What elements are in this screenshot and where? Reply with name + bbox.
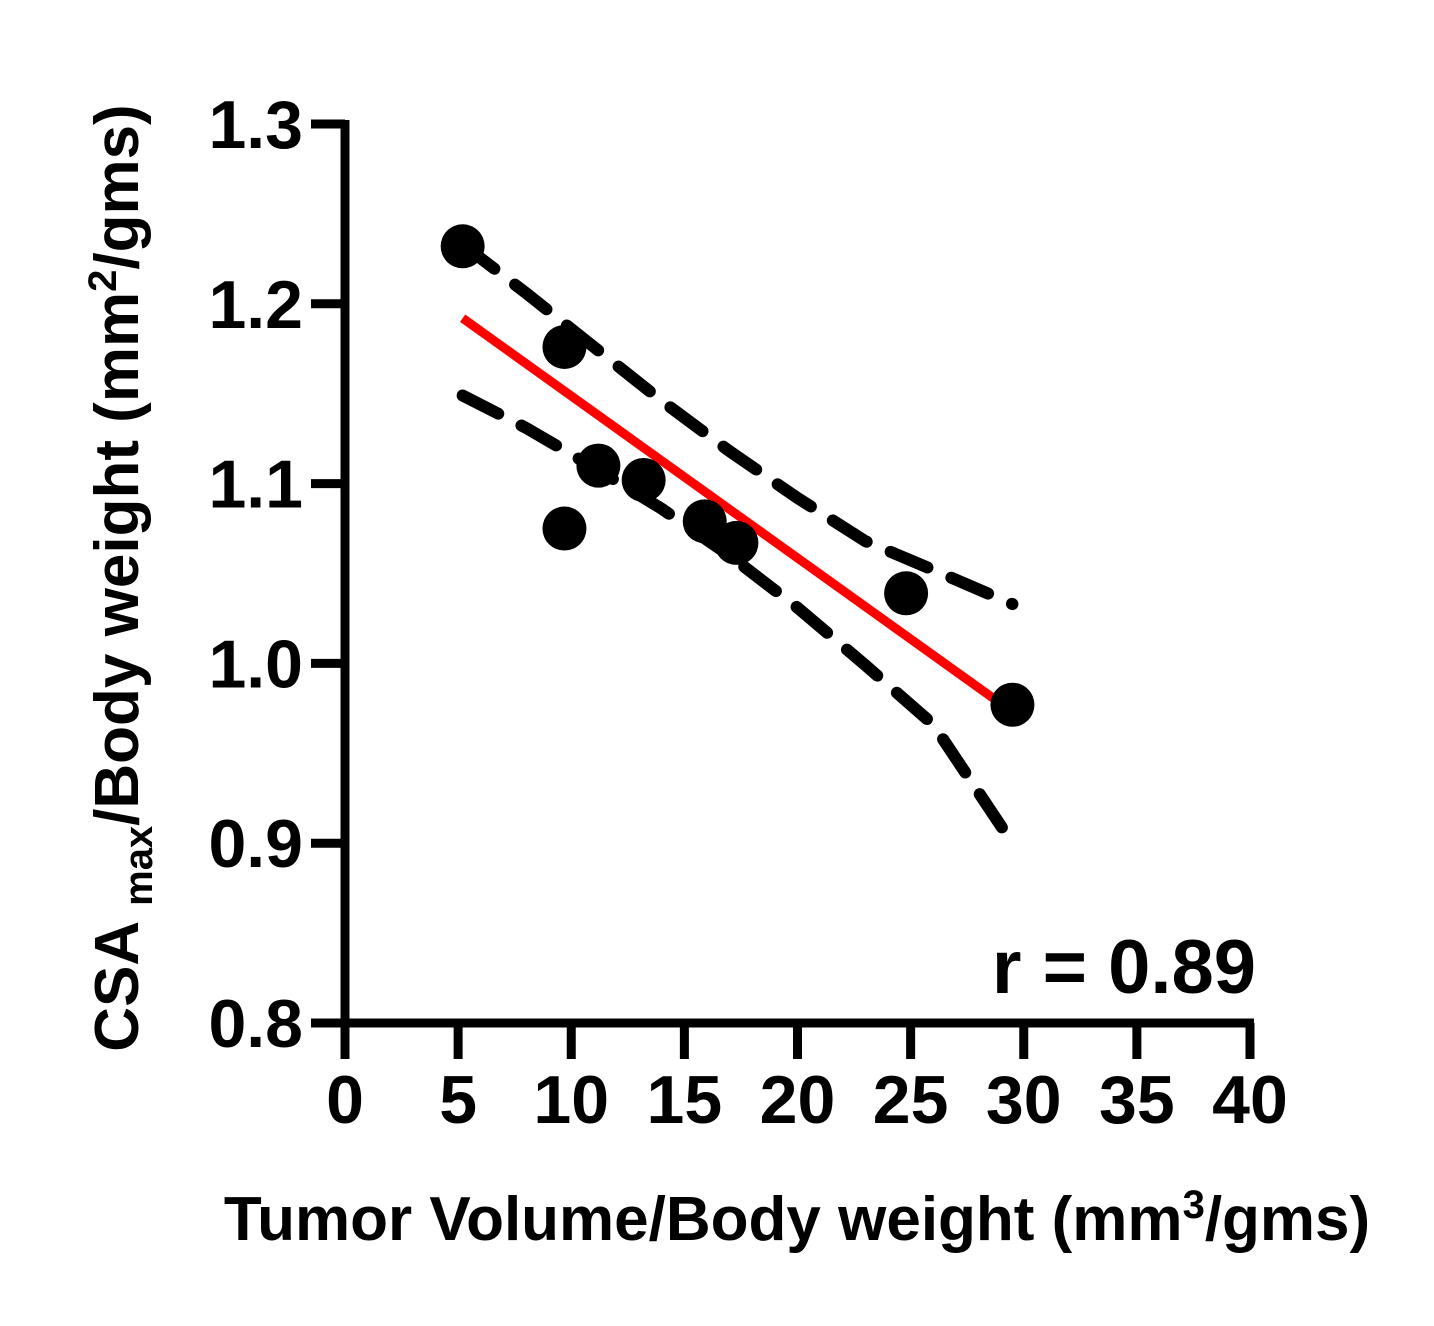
r-value-annotation: r = 0.89 (992, 925, 1256, 1010)
x-tick-label: 35 (1099, 1062, 1175, 1138)
confidence-band-line (456, 389, 1019, 850)
y-axis-label: CSA max/Body weight (mm2/gms) (81, 104, 161, 1051)
y-tick-label: 1.2 (208, 267, 303, 343)
x-tick-label: 20 (760, 1062, 836, 1138)
confidence-band-line (456, 238, 1019, 611)
x-axis-label: Tumor Volume/Body weight (mm3/gms) (224, 1183, 1370, 1254)
regression-line (460, 314, 1016, 716)
data-point (714, 520, 759, 565)
data-point (440, 224, 485, 269)
x-tick-label: 15 (647, 1062, 723, 1138)
y-tick-label: 1.1 (208, 447, 303, 523)
data-point (621, 458, 666, 503)
data-point (990, 682, 1035, 727)
plot-layer: 0.8 0.9 1.0 1.1 1.2 1.3 0 5 10 15 20 25 30 35 40 r = 0.… (81, 87, 1370, 1254)
y-tick-label: 0.8 (208, 986, 303, 1062)
data-point (542, 506, 587, 551)
x-tick-label: 40 (1212, 1062, 1288, 1138)
data-point (884, 571, 929, 616)
x-tick-label: 30 (986, 1062, 1062, 1138)
x-tick-label: 5 (439, 1062, 477, 1138)
data-point (576, 443, 621, 488)
x-tick-label: 0 (326, 1062, 364, 1138)
y-tick-label: 0.9 (208, 806, 303, 882)
y-tick-label: 1.3 (208, 87, 303, 163)
y-tick-label: 1.0 (208, 626, 303, 702)
data-point (542, 324, 587, 369)
x-tick-label: 10 (533, 1062, 609, 1138)
data-point (682, 499, 727, 544)
x-tick-label: 25 (873, 1062, 949, 1138)
